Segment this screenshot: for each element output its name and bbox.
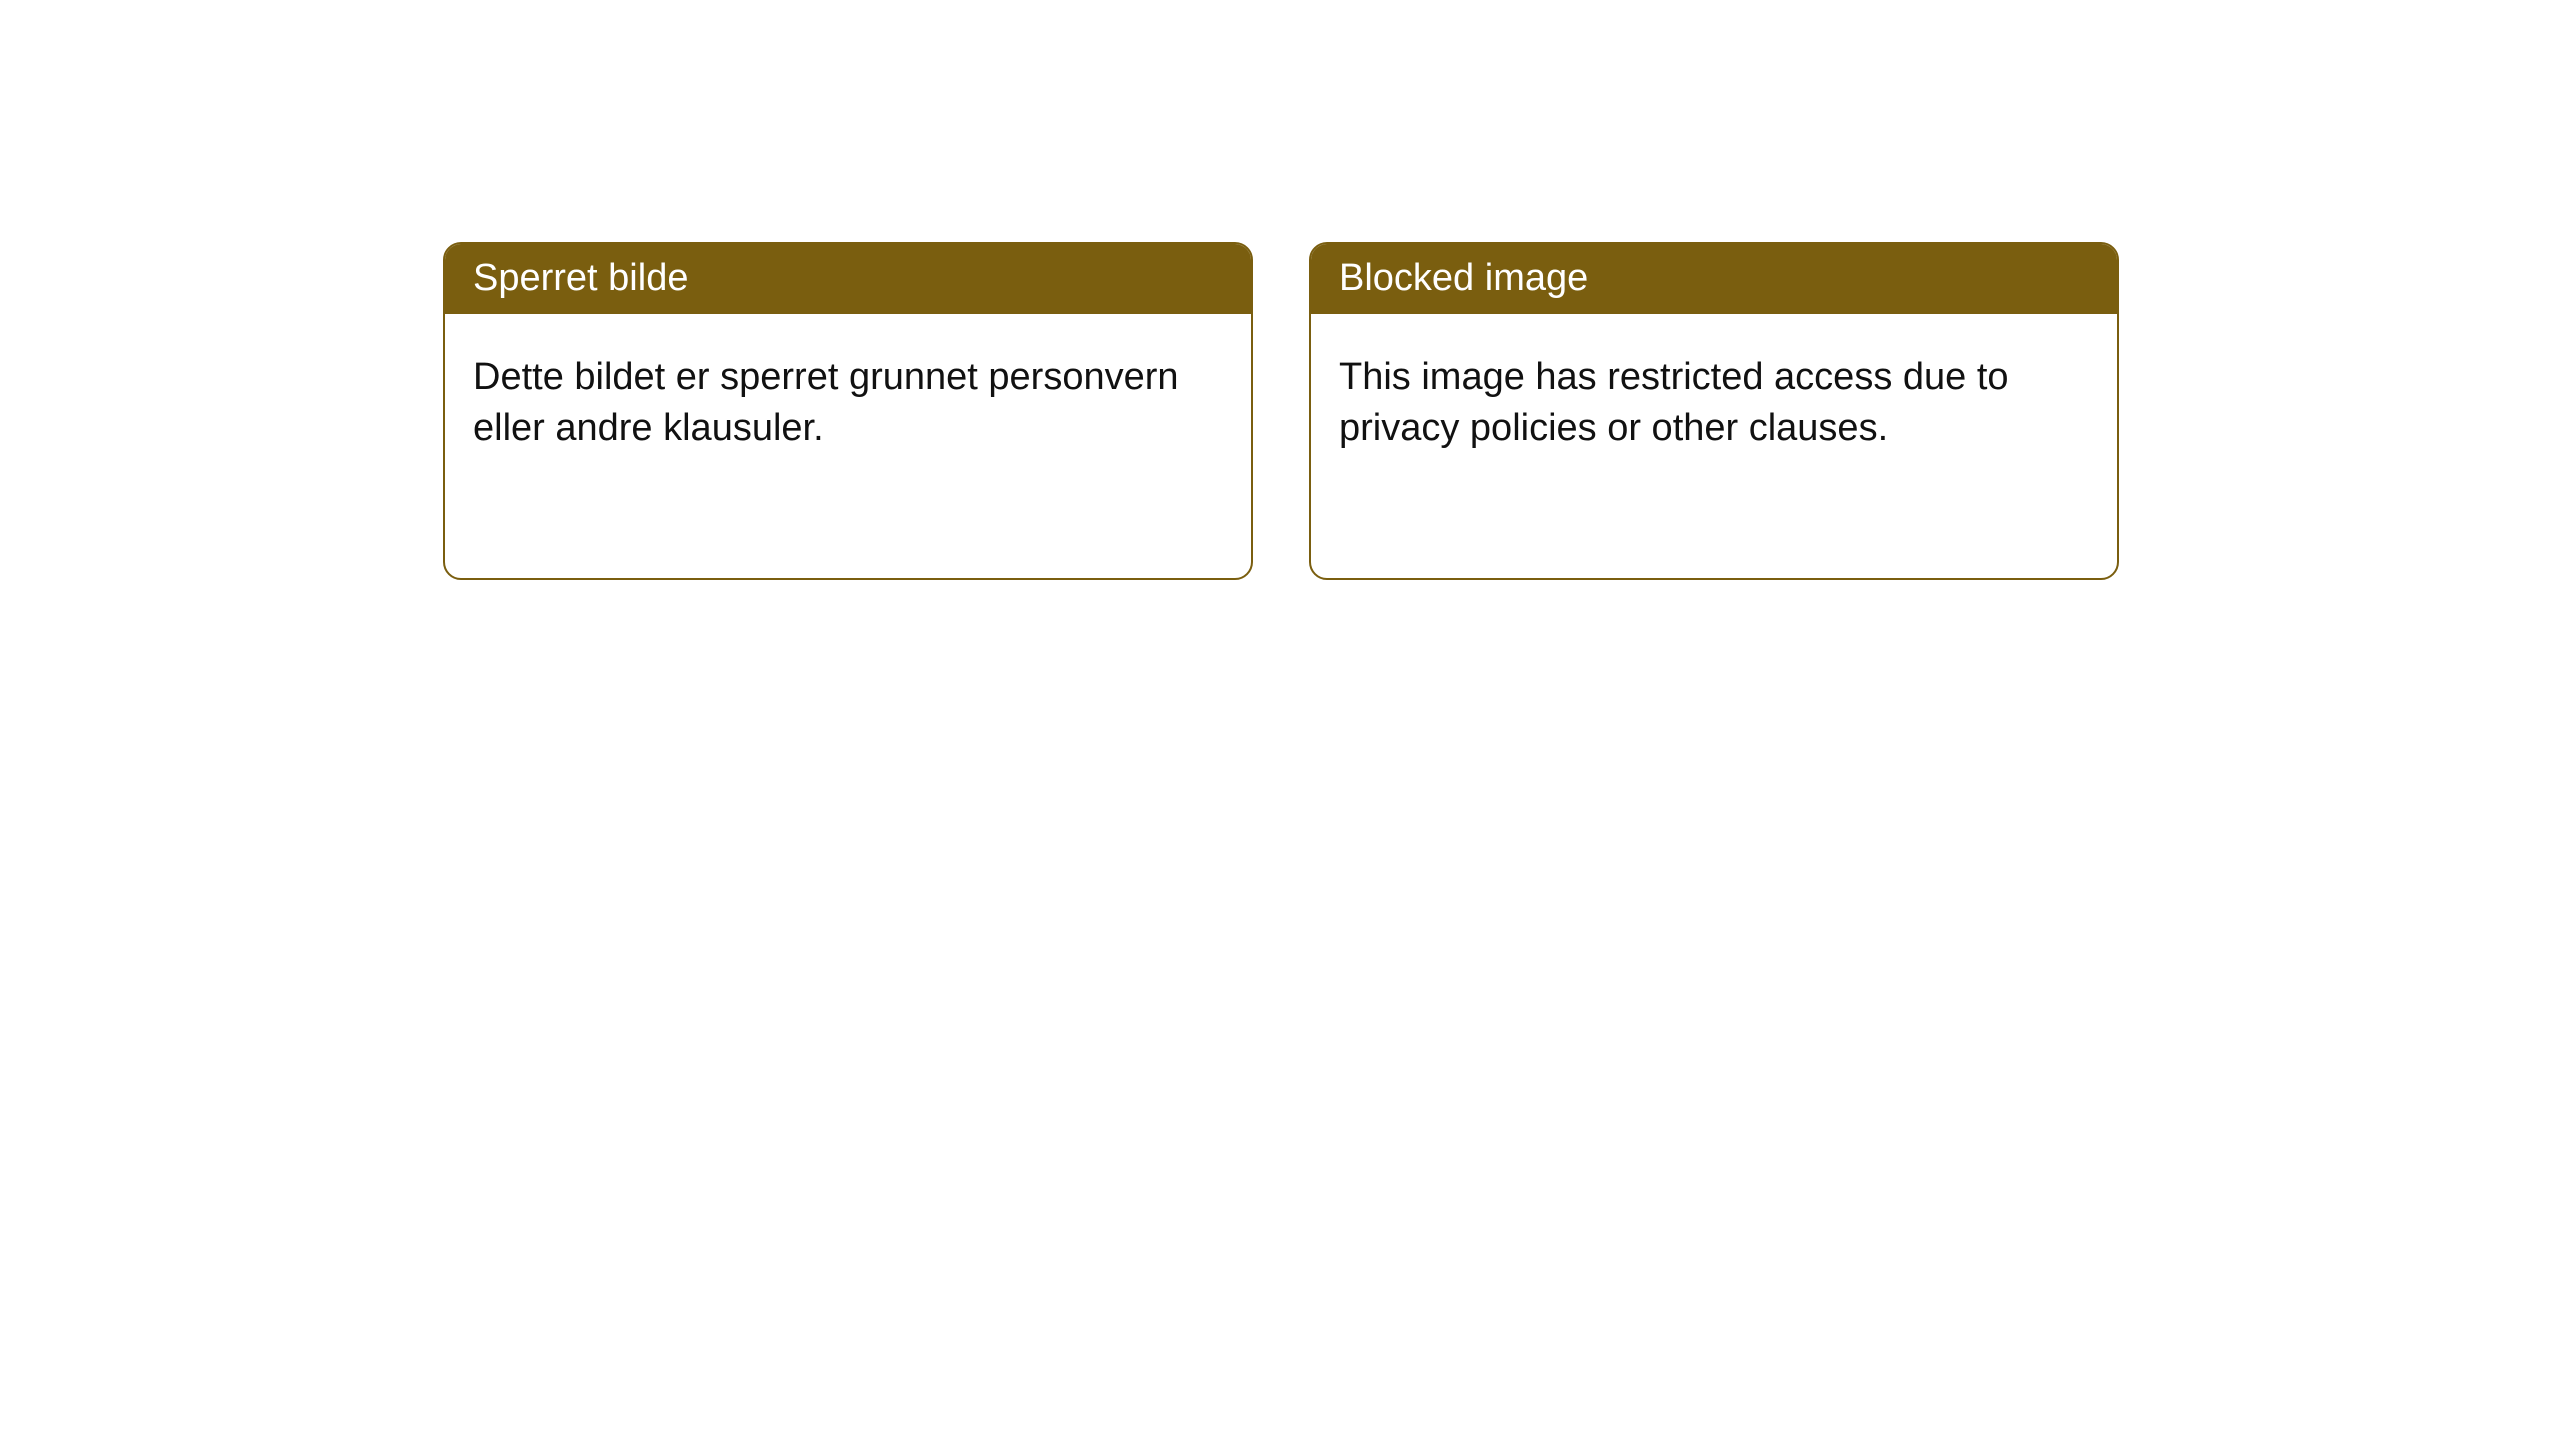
notice-header: Blocked image [1311, 244, 2117, 314]
notice-title: Blocked image [1339, 257, 1588, 299]
notice-body-text: This image has restricted access due to … [1339, 356, 2009, 449]
notice-body: This image has restricted access due to … [1311, 314, 2117, 493]
notice-card-norwegian: Sperret bilde Dette bildet er sperret gr… [443, 242, 1253, 580]
notice-cards-container: Sperret bilde Dette bildet er sperret gr… [443, 242, 2119, 580]
notice-card-english: Blocked image This image has restricted … [1309, 242, 2119, 580]
notice-title: Sperret bilde [473, 257, 688, 299]
notice-body-text: Dette bildet er sperret grunnet personve… [473, 356, 1179, 449]
notice-header: Sperret bilde [445, 244, 1251, 314]
notice-body: Dette bildet er sperret grunnet personve… [445, 314, 1251, 493]
